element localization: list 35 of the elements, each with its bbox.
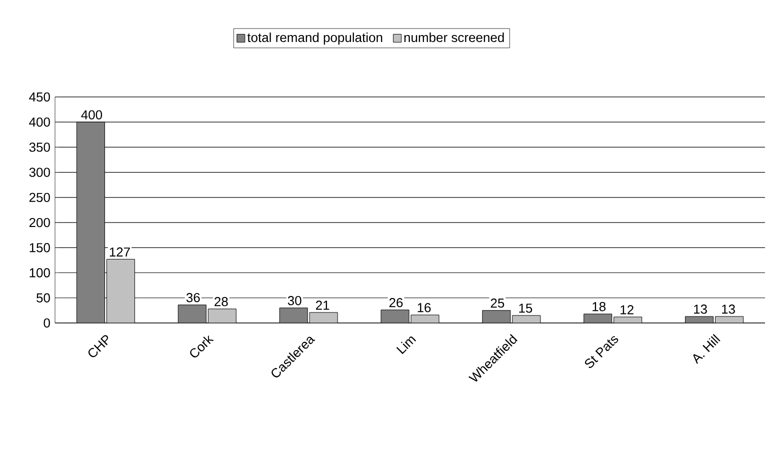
- y-tick-label: 100: [30, 268, 50, 278]
- bar: [106, 258, 135, 323]
- data-label: 25: [490, 298, 504, 308]
- data-label: 13: [722, 304, 735, 314]
- data-label: 30: [288, 296, 302, 306]
- bar: [76, 122, 105, 323]
- bar: [178, 304, 206, 323]
- data-label: 400: [81, 110, 102, 120]
- data-label: 28: [214, 297, 228, 306]
- bar: [208, 308, 236, 323]
- x-tick-label: Cork: [190, 335, 214, 358]
- data-label: 15: [519, 304, 532, 313]
- y-tick-label: 450: [29, 92, 50, 102]
- y-tick-label: 300: [29, 168, 50, 177]
- y-tick-label: 0: [44, 318, 50, 328]
- y-tick-label: 150: [30, 243, 50, 252]
- y-tick-label: 400: [29, 117, 50, 127]
- bar: [279, 308, 308, 323]
- y-tick-label: 200: [29, 218, 50, 228]
- legend-label: total remand population: [247, 32, 382, 45]
- x-tick-label: A. Hill: [693, 334, 720, 364]
- data-label: 21: [316, 300, 330, 310]
- data-label: 16: [418, 303, 431, 312]
- legend-label: number screened: [404, 32, 504, 42]
- x-tick-label: St Pats: [584, 336, 618, 368]
- data-label: 13: [694, 304, 707, 314]
- y-tick-label: 350: [29, 142, 50, 152]
- y-tick-label: 50: [36, 293, 50, 302]
- data-label: 26: [389, 298, 403, 308]
- data-label: 127: [110, 247, 130, 257]
- data-label: 12: [620, 305, 634, 314]
- x-tick-label: Lim: [396, 336, 416, 354]
- data-label: 18: [592, 302, 606, 312]
- data-label: 36: [186, 293, 200, 302]
- y-tick-label: 250: [29, 192, 50, 202]
